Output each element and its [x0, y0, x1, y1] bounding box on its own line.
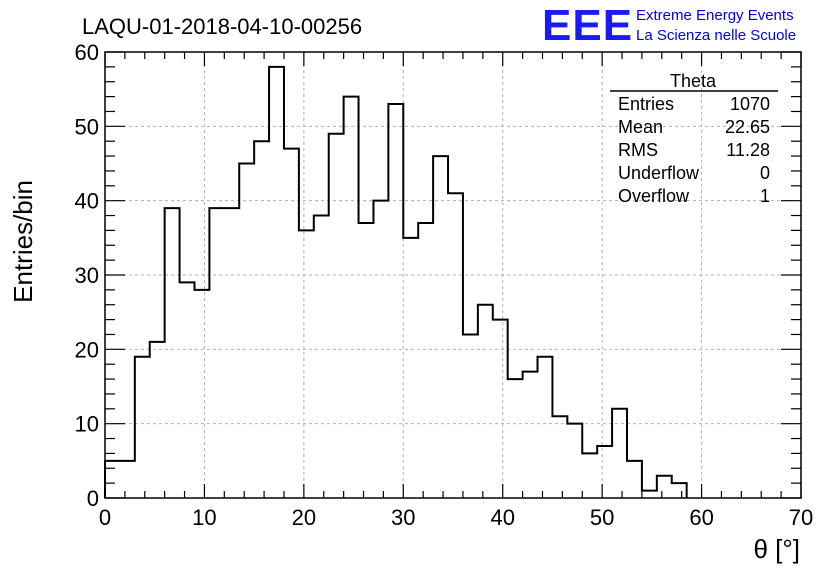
stats-label: Overflow — [618, 186, 690, 206]
x-tick-label: 60 — [689, 505, 713, 530]
y-tick-label: 0 — [87, 486, 99, 511]
y-tick-label: 20 — [75, 337, 99, 362]
histogram-bin — [269, 67, 284, 498]
histogram-bin — [359, 223, 374, 498]
histogram-bin — [373, 201, 388, 498]
histogram-bin — [194, 290, 209, 498]
histogram-bin — [403, 238, 418, 498]
histogram-bin — [105, 461, 120, 498]
x-tick-label: 10 — [192, 505, 216, 530]
histogram-bin — [582, 453, 597, 498]
histogram-bin — [284, 149, 299, 498]
y-tick-labels: 0 10 20 30 40 50 60 — [75, 40, 99, 511]
stats-value: 11.28 — [726, 140, 770, 160]
histogram-bin — [523, 372, 538, 498]
stats-box: Theta Entries 1070 Mean 22.65 RMS 11.28 … — [610, 71, 778, 206]
y-axis-title: Entries/bin — [8, 180, 38, 303]
stats-value: 1070 — [730, 94, 770, 114]
histogram-bin — [552, 416, 567, 498]
histogram-bin — [463, 334, 478, 498]
histogram-bin — [299, 230, 314, 498]
histogram-bin — [254, 141, 269, 498]
histogram-bin — [180, 282, 195, 498]
stats-header: Theta — [670, 71, 717, 91]
eee-logo: EEE Extreme Energy Events La Scienza nel… — [542, 1, 796, 50]
histogram-bin — [508, 379, 523, 498]
axis-ticks — [104, 51, 802, 499]
histogram-bin — [388, 104, 403, 498]
x-tick-label: 40 — [490, 505, 514, 530]
histogram-bin — [418, 223, 433, 498]
histogram-bin — [209, 208, 224, 498]
y-tick-label: 50 — [75, 114, 99, 139]
histogram-bin — [165, 208, 180, 498]
histogram-bin — [135, 357, 150, 498]
histogram-bin — [239, 164, 254, 499]
histogram-bin — [433, 156, 448, 498]
histogram-bin — [448, 193, 463, 498]
x-tick-label: 30 — [391, 505, 415, 530]
logo-line-1: Extreme Energy Events — [636, 7, 794, 24]
histogram-bin — [150, 342, 165, 498]
x-tick-label: 20 — [292, 505, 316, 530]
grid-lines — [105, 52, 801, 498]
logo-mark: EEE — [542, 1, 633, 50]
stats-label: Entries — [618, 94, 674, 114]
stats-label: Underflow — [618, 163, 700, 183]
logo-line-2: La Scienza nelle Scuole — [636, 27, 796, 44]
histogram-bin — [567, 424, 582, 498]
histogram-bin — [538, 357, 553, 498]
histogram-bin — [329, 134, 344, 498]
stats-label: RMS — [618, 140, 658, 160]
stats-value: 0 — [760, 163, 770, 183]
x-tick-label: 0 — [99, 505, 111, 530]
histogram-bin — [493, 320, 508, 498]
y-tick-label: 40 — [75, 189, 99, 214]
histogram-bin — [657, 476, 672, 498]
x-tick-labels: 0 10 20 30 40 50 60 70 — [99, 505, 813, 530]
stats-value: 22.65 — [725, 117, 770, 137]
histogram-bars — [104, 65, 688, 499]
x-tick-label: 70 — [789, 505, 813, 530]
histogram-bin — [224, 208, 239, 498]
stats-value: 1 — [760, 186, 770, 206]
histogram-bin — [627, 461, 642, 498]
x-axis-title: θ [°] — [753, 534, 800, 564]
histogram-bin — [314, 216, 329, 498]
histogram-bin — [478, 305, 493, 498]
stats-label: Mean — [618, 117, 663, 137]
histogram-bin — [597, 446, 612, 498]
y-tick-label: 30 — [75, 263, 99, 288]
y-tick-label: 10 — [75, 412, 99, 437]
histogram-bin — [120, 461, 135, 498]
y-tick-label: 60 — [75, 40, 99, 65]
histogram-outline — [104, 65, 688, 498]
histogram-bin — [672, 483, 687, 498]
histogram-bin — [612, 409, 627, 498]
chart-title: LAQU-01-2018-04-10-00256 — [82, 14, 362, 39]
x-tick-label: 50 — [590, 505, 614, 530]
histogram-bin — [642, 491, 657, 498]
histogram-bin — [344, 97, 359, 498]
